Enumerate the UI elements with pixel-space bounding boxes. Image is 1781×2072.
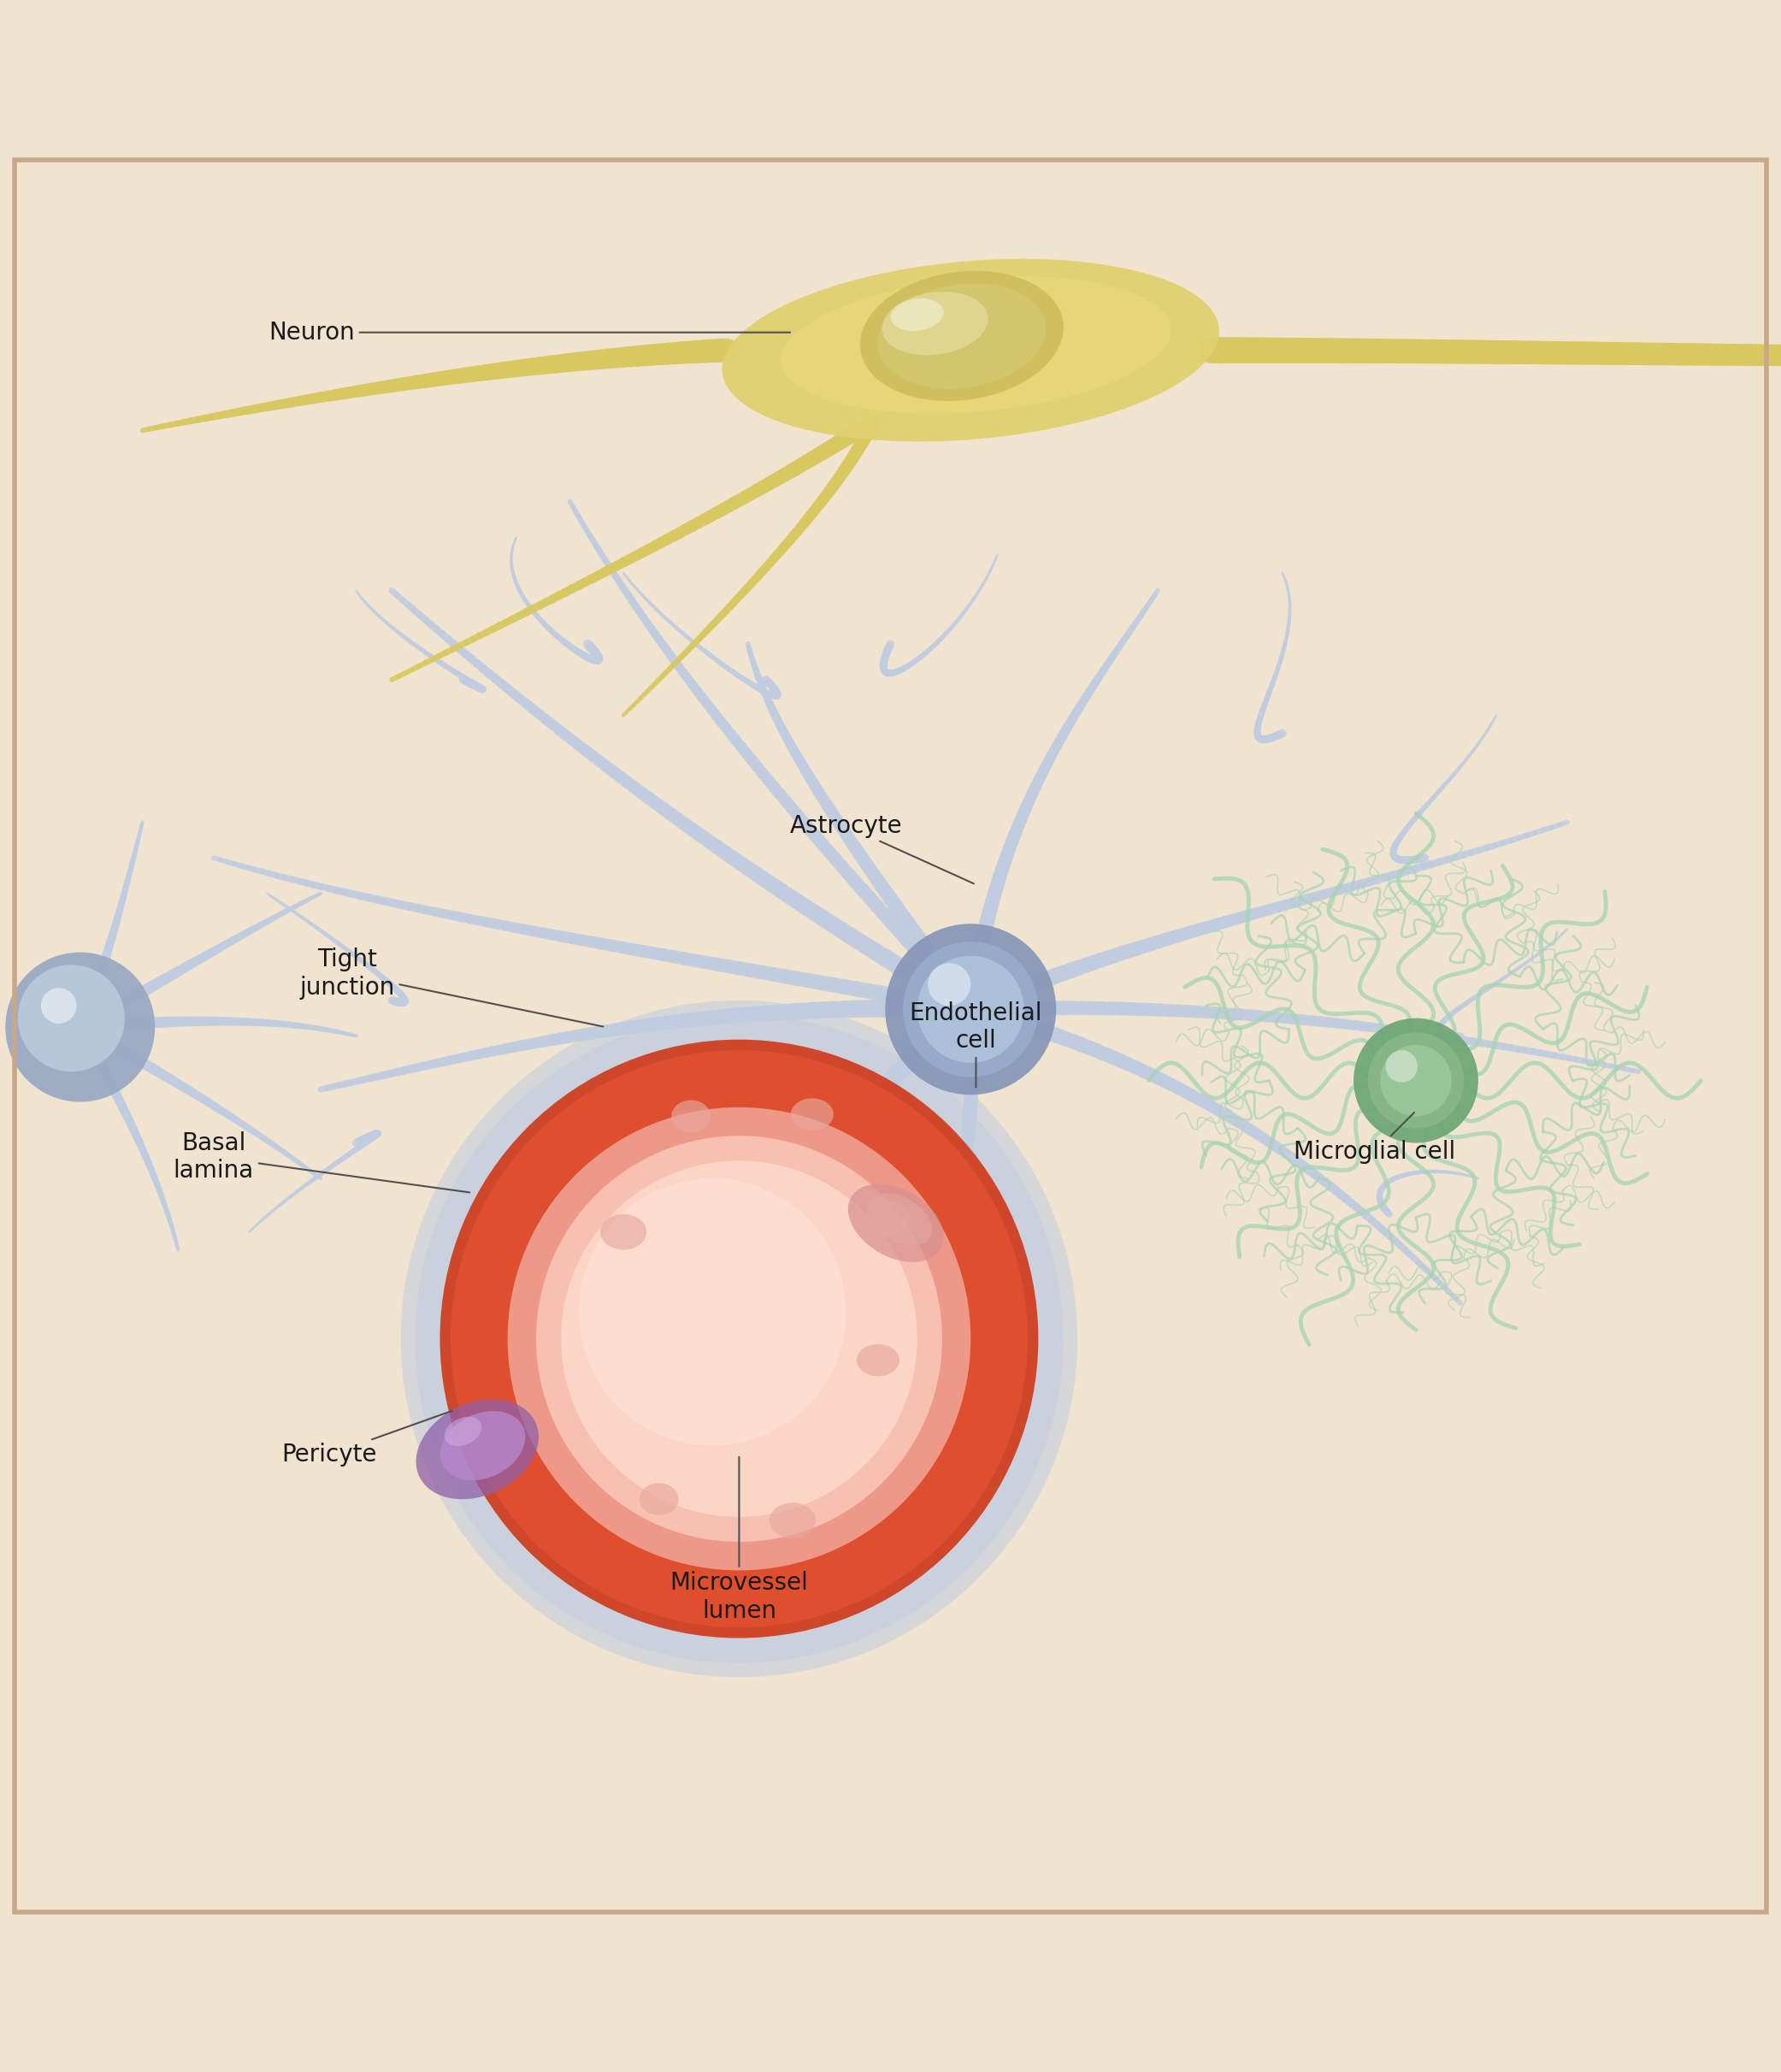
Circle shape bbox=[5, 953, 155, 1102]
Circle shape bbox=[1386, 1051, 1418, 1082]
Circle shape bbox=[18, 966, 125, 1071]
Circle shape bbox=[1380, 1044, 1452, 1117]
Text: Basal
lamina: Basal lamina bbox=[173, 1131, 470, 1191]
Circle shape bbox=[1368, 1032, 1464, 1129]
Ellipse shape bbox=[445, 1417, 481, 1446]
Ellipse shape bbox=[857, 1345, 899, 1376]
Ellipse shape bbox=[769, 1502, 816, 1537]
Circle shape bbox=[41, 988, 77, 1024]
Circle shape bbox=[508, 1106, 971, 1571]
Ellipse shape bbox=[780, 276, 1172, 414]
Ellipse shape bbox=[600, 1214, 647, 1249]
Circle shape bbox=[451, 1051, 1028, 1627]
Circle shape bbox=[1354, 1017, 1478, 1144]
Ellipse shape bbox=[878, 284, 1045, 387]
Text: Microvessel
lumen: Microvessel lumen bbox=[670, 1457, 809, 1622]
Text: Endothelial
cell: Endothelial cell bbox=[910, 1001, 1042, 1088]
Circle shape bbox=[401, 1001, 1078, 1676]
Ellipse shape bbox=[417, 1399, 538, 1500]
Ellipse shape bbox=[440, 1411, 525, 1479]
Circle shape bbox=[903, 941, 1038, 1077]
Text: Neuron: Neuron bbox=[269, 321, 791, 344]
Ellipse shape bbox=[721, 259, 1220, 441]
Circle shape bbox=[579, 1179, 846, 1446]
Text: Tight
junction: Tight junction bbox=[299, 947, 604, 1026]
Ellipse shape bbox=[791, 1098, 834, 1131]
Circle shape bbox=[928, 963, 971, 1005]
Ellipse shape bbox=[890, 298, 944, 332]
Circle shape bbox=[415, 1015, 1063, 1664]
Ellipse shape bbox=[848, 1183, 944, 1262]
Ellipse shape bbox=[860, 271, 1063, 402]
Text: Pericyte: Pericyte bbox=[281, 1411, 452, 1467]
Circle shape bbox=[536, 1135, 942, 1542]
Ellipse shape bbox=[882, 292, 988, 354]
Circle shape bbox=[561, 1160, 917, 1517]
Ellipse shape bbox=[867, 1193, 931, 1245]
Ellipse shape bbox=[871, 1202, 910, 1233]
Ellipse shape bbox=[639, 1484, 679, 1515]
Circle shape bbox=[917, 955, 1024, 1063]
Text: Astrocyte: Astrocyte bbox=[789, 814, 974, 883]
Ellipse shape bbox=[671, 1100, 711, 1131]
Text: Microglial cell: Microglial cell bbox=[1295, 1113, 1455, 1164]
Circle shape bbox=[885, 924, 1056, 1094]
Circle shape bbox=[440, 1040, 1038, 1639]
